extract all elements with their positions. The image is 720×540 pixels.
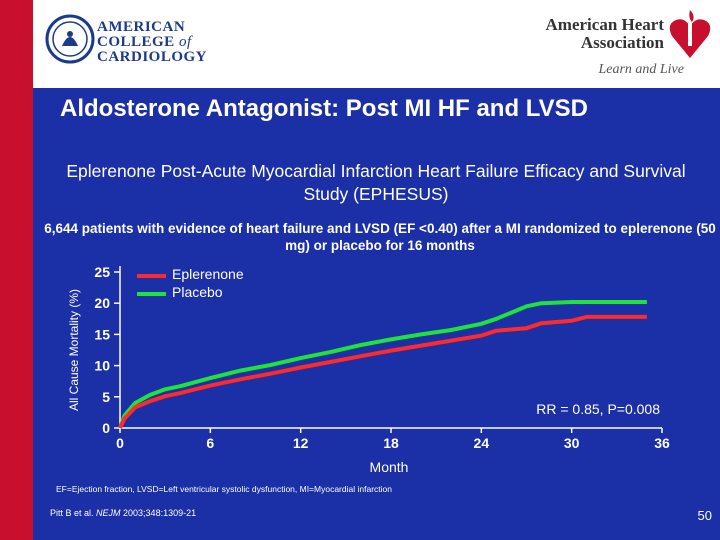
- acc-line-1: AMERICAN: [97, 19, 186, 35]
- x-tick-label: 18: [383, 435, 399, 451]
- acc-line-2: COLLEGE: [97, 34, 175, 50]
- left-accent-strip: [0, 0, 33, 540]
- chart-lines: [118, 300, 647, 429]
- x-axis-label: Month: [370, 459, 409, 475]
- acc-line-of: of: [178, 34, 192, 50]
- slide-title: Aldosterone Antagonist: Post MI HF and L…: [60, 95, 588, 122]
- y-tick-label: 20: [94, 295, 110, 311]
- aha-tagline: Learn and Live: [598, 62, 684, 77]
- slide-subtitle: Eplerenone Post-Acute Myocardial Infarct…: [66, 161, 686, 204]
- y-axis-label: All Cause Mortality (%): [67, 289, 81, 411]
- rr-annotation: RR = 0.85, P=0.008: [536, 401, 660, 417]
- aha-line-2: Association: [580, 33, 664, 52]
- abbreviation-footnote: EF=Ejection fraction, LVSD=Left ventricu…: [56, 484, 392, 494]
- legend-label-eplerenone: Eplerenone: [172, 266, 244, 282]
- page-number: 50: [697, 508, 712, 523]
- citation-rest: 2003;348:1309-21: [120, 508, 197, 518]
- series-line-placebo: [118, 300, 647, 429]
- citation-journal: NEJM: [96, 508, 121, 518]
- x-tick-label: 30: [564, 435, 580, 451]
- acc-seal-logo: [45, 14, 95, 64]
- citation-authors: Pitt B et al.: [50, 508, 97, 518]
- y-tick-label: 0: [102, 420, 110, 436]
- series-line-eplerenone: [118, 314, 647, 429]
- x-tick-label: 36: [654, 435, 670, 451]
- heart-torch-icon: [669, 10, 711, 58]
- header-banner: AMERICAN COLLEGE of CARDIOLOGY American …: [33, 0, 720, 88]
- x-tick-label: 24: [474, 435, 490, 451]
- aha-logo-text: American Heart Association: [546, 16, 664, 52]
- chart-legend: Eplerenone Placebo: [137, 266, 244, 300]
- y-tick-label: 5: [102, 389, 110, 405]
- legend-label-placebo: Placebo: [172, 284, 223, 300]
- x-tick-label: 12: [293, 435, 309, 451]
- aha-line-1: American Heart: [545, 15, 664, 34]
- y-tick-label: 10: [94, 358, 110, 374]
- x-tick-label: 0: [116, 435, 124, 451]
- y-tick-label: 25: [94, 264, 110, 280]
- chart-axes: 0 5 10 15 20 25 0 6 12 18 24 30 36: [94, 264, 670, 451]
- citation: Pitt B et al. NEJM 2003;348:1309-21: [50, 508, 196, 518]
- study-description: 6,644 patients with evidence of heart fa…: [44, 221, 716, 253]
- acc-line-3: CARDIOLOGY: [97, 49, 208, 65]
- acc-logo-text: AMERICAN COLLEGE of CARDIOLOGY: [97, 20, 207, 65]
- x-tick-label: 6: [206, 435, 214, 451]
- y-tick-label: 15: [94, 326, 110, 342]
